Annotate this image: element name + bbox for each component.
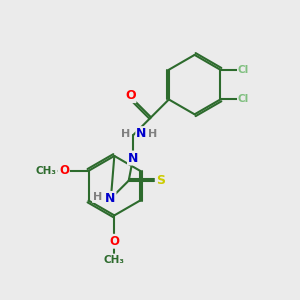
Text: Cl: Cl [238, 94, 249, 104]
Text: CH₃: CH₃ [104, 255, 125, 265]
Text: H: H [148, 129, 157, 139]
Text: H: H [121, 129, 130, 139]
Text: O: O [125, 89, 136, 102]
Text: N: N [128, 152, 138, 164]
Text: N: N [136, 127, 147, 140]
Text: O: O [59, 164, 69, 177]
Text: N: N [105, 192, 116, 205]
Text: Cl: Cl [238, 65, 249, 75]
Text: O: O [109, 235, 119, 248]
Text: S: S [156, 174, 165, 187]
Text: H: H [93, 192, 102, 202]
Text: CH₃: CH₃ [36, 166, 57, 176]
